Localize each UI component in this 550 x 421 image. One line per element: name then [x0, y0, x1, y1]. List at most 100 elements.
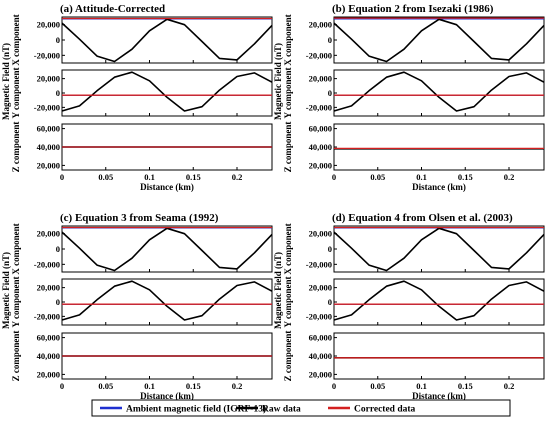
- y-tick-label: 0: [56, 35, 60, 45]
- y-tick-label: -20,000: [306, 102, 332, 112]
- y-tick-label: 20,000: [309, 160, 332, 170]
- x-tick-label: 0.2: [232, 381, 243, 391]
- component-label: Y component: [11, 68, 21, 119]
- x-tick-label: 0: [60, 381, 64, 391]
- subplot-x-component: X component -20,000 0 20,000: [283, 223, 545, 275]
- x-tick-label: 0: [60, 172, 64, 182]
- y-tick-label: -20,000: [34, 102, 60, 112]
- panel-title: (a) Attitude-Corrected: [60, 3, 165, 15]
- y-tick-label: 0: [328, 297, 332, 307]
- y-tick-label: -20,000: [34, 259, 60, 269]
- plot-frame: [333, 69, 545, 117]
- panel-title: (c) Equation 3 from Seama (1992): [60, 212, 219, 224]
- plot-frame: [333, 278, 545, 326]
- subplot-x-component: X component -20,000 0 20,000: [11, 223, 273, 275]
- subplot-y-component: Y component -20,000 0 20,000: [11, 277, 273, 327]
- subplot-z-component: Z component 20,000 40,000 60,000 0 0.05 0.1 0.1…: [283, 122, 545, 192]
- y-tick-label: 20,000: [309, 74, 332, 84]
- panel-a: (a) Attitude-Corrected Magnetic Field (nT…: [1, 3, 273, 192]
- x-tick-label: 0.2: [504, 172, 515, 182]
- series-line: [333, 280, 545, 321]
- legend-label: Raw data: [262, 405, 301, 415]
- x-tick-label: 0.15: [186, 172, 201, 182]
- x-axis-title: Distance (km): [412, 182, 466, 192]
- x-axis-title: Distance (km): [412, 391, 466, 401]
- y-tick-label: 0: [328, 244, 332, 254]
- panel-b: (b) Equation 2 from Isezaki (1986) Magnet…: [273, 3, 545, 192]
- x-tick-label: 0.05: [98, 172, 113, 182]
- y-tick-label: 60,000: [309, 333, 332, 343]
- x-tick-label: 0.05: [370, 172, 385, 182]
- y-tick-label: 20,000: [37, 229, 60, 239]
- x-axis-title: Distance (km): [140, 391, 194, 401]
- x-tick-label: 0: [332, 381, 336, 391]
- y-tick-label: 60,000: [37, 333, 60, 343]
- y-tick-label: 20,000: [309, 20, 332, 30]
- y-tick-label: -20,000: [306, 50, 332, 60]
- panel-d: (d) Equation 4 from Olsen et al. (2003) M…: [273, 212, 545, 401]
- subplot-y-component: Y component -20,000 0 20,000: [283, 68, 545, 119]
- x-tick-label: 0.2: [504, 381, 515, 391]
- x-tick-label: 0.1: [144, 381, 155, 391]
- x-tick-label: 0.2: [232, 172, 243, 182]
- x-tick-label: 0.1: [416, 172, 427, 182]
- plot-frame: [61, 225, 273, 273]
- subplot-z-component: Z component 20,000 40,000 60,000 0 0.05 0.1 0.1…: [283, 331, 545, 401]
- subplot-z-component: Z component 20,000 40,000 60,000 0 0.05 0.1 0.1…: [11, 122, 273, 192]
- subplot-x-component: X component -20,000 0 20,000: [283, 14, 545, 66]
- y-tick-label: 20,000: [309, 229, 332, 239]
- panel-c: (c) Equation 3 from Seama (1992) Magnetic…: [1, 212, 273, 401]
- legend-label: Ambient magnetic field (IGRF-13): [126, 404, 266, 415]
- component-label: X component: [283, 223, 293, 274]
- legend-label: Corrected data: [354, 405, 416, 415]
- y-axis-title: Magnetic Field (nT): [1, 43, 11, 120]
- x-tick-label: 0.1: [416, 381, 427, 391]
- x-tick-label: 0.05: [370, 381, 385, 391]
- y-tick-label: 20,000: [309, 369, 332, 379]
- y-axis-title: Magnetic Field (nT): [1, 252, 11, 329]
- x-tick-label: 0.1: [144, 172, 155, 182]
- component-label: Z component: [11, 122, 21, 173]
- x-tick-label: 0.05: [98, 381, 113, 391]
- component-label: X component: [283, 14, 293, 65]
- y-tick-label: 40,000: [37, 142, 60, 152]
- y-tick-label: 0: [328, 88, 332, 98]
- series-line: [61, 227, 273, 272]
- y-tick-label: 40,000: [37, 351, 60, 361]
- x-axis-title: Distance (km): [140, 182, 194, 192]
- x-tick-label: 0: [332, 172, 336, 182]
- plot-frame: [61, 69, 273, 117]
- y-tick-label: 20,000: [309, 283, 332, 293]
- y-tick-label: 0: [328, 35, 332, 45]
- legend: Ambient magnetic field (IGRF-13)Raw data…: [91, 399, 511, 417]
- y-axis-title: Magnetic Field (nT): [273, 252, 283, 329]
- component-label: Y component: [283, 277, 293, 328]
- y-tick-label: 20,000: [37, 369, 60, 379]
- y-tick-label: 0: [56, 88, 60, 98]
- y-axis-title: Magnetic Field (nT): [273, 43, 283, 120]
- y-tick-label: 20,000: [37, 160, 60, 170]
- component-label: Y component: [283, 68, 293, 119]
- y-tick-label: -20,000: [306, 311, 332, 321]
- x-tick-label: 0.15: [458, 172, 473, 182]
- y-tick-label: 0: [56, 297, 60, 307]
- y-tick-label: 40,000: [309, 142, 332, 152]
- y-tick-label: 40,000: [309, 351, 332, 361]
- x-tick-label: 0.15: [458, 381, 473, 391]
- y-tick-label: -20,000: [34, 311, 60, 321]
- y-tick-label: 20,000: [37, 74, 60, 84]
- panel-title: (b) Equation 2 from Isezaki (1986): [332, 3, 494, 15]
- plot-frame: [333, 123, 545, 171]
- component-label: X component: [11, 223, 21, 274]
- y-tick-label: 60,000: [309, 124, 332, 134]
- y-tick-label: 20,000: [37, 20, 60, 30]
- series-line: [333, 18, 545, 63]
- component-label: Z component: [283, 122, 293, 173]
- subplot-y-component: Y component -20,000 0 20,000: [283, 277, 545, 328]
- component-label: Z component: [283, 331, 293, 382]
- x-tick-label: 0.15: [186, 381, 201, 391]
- legend-frame: [91, 399, 511, 417]
- y-tick-label: 20,000: [37, 283, 60, 293]
- plot-frame: [333, 332, 545, 380]
